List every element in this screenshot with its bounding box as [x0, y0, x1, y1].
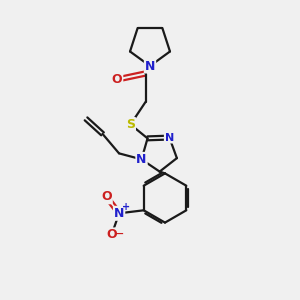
Text: N: N — [136, 153, 147, 166]
Text: N: N — [145, 59, 155, 73]
Text: N: N — [165, 133, 174, 142]
Text: O: O — [101, 190, 112, 203]
Text: S: S — [126, 118, 135, 131]
Text: +: + — [122, 202, 130, 212]
Text: O: O — [106, 228, 117, 242]
Text: −: − — [114, 228, 124, 239]
Text: N: N — [114, 207, 124, 220]
Text: O: O — [112, 73, 122, 86]
